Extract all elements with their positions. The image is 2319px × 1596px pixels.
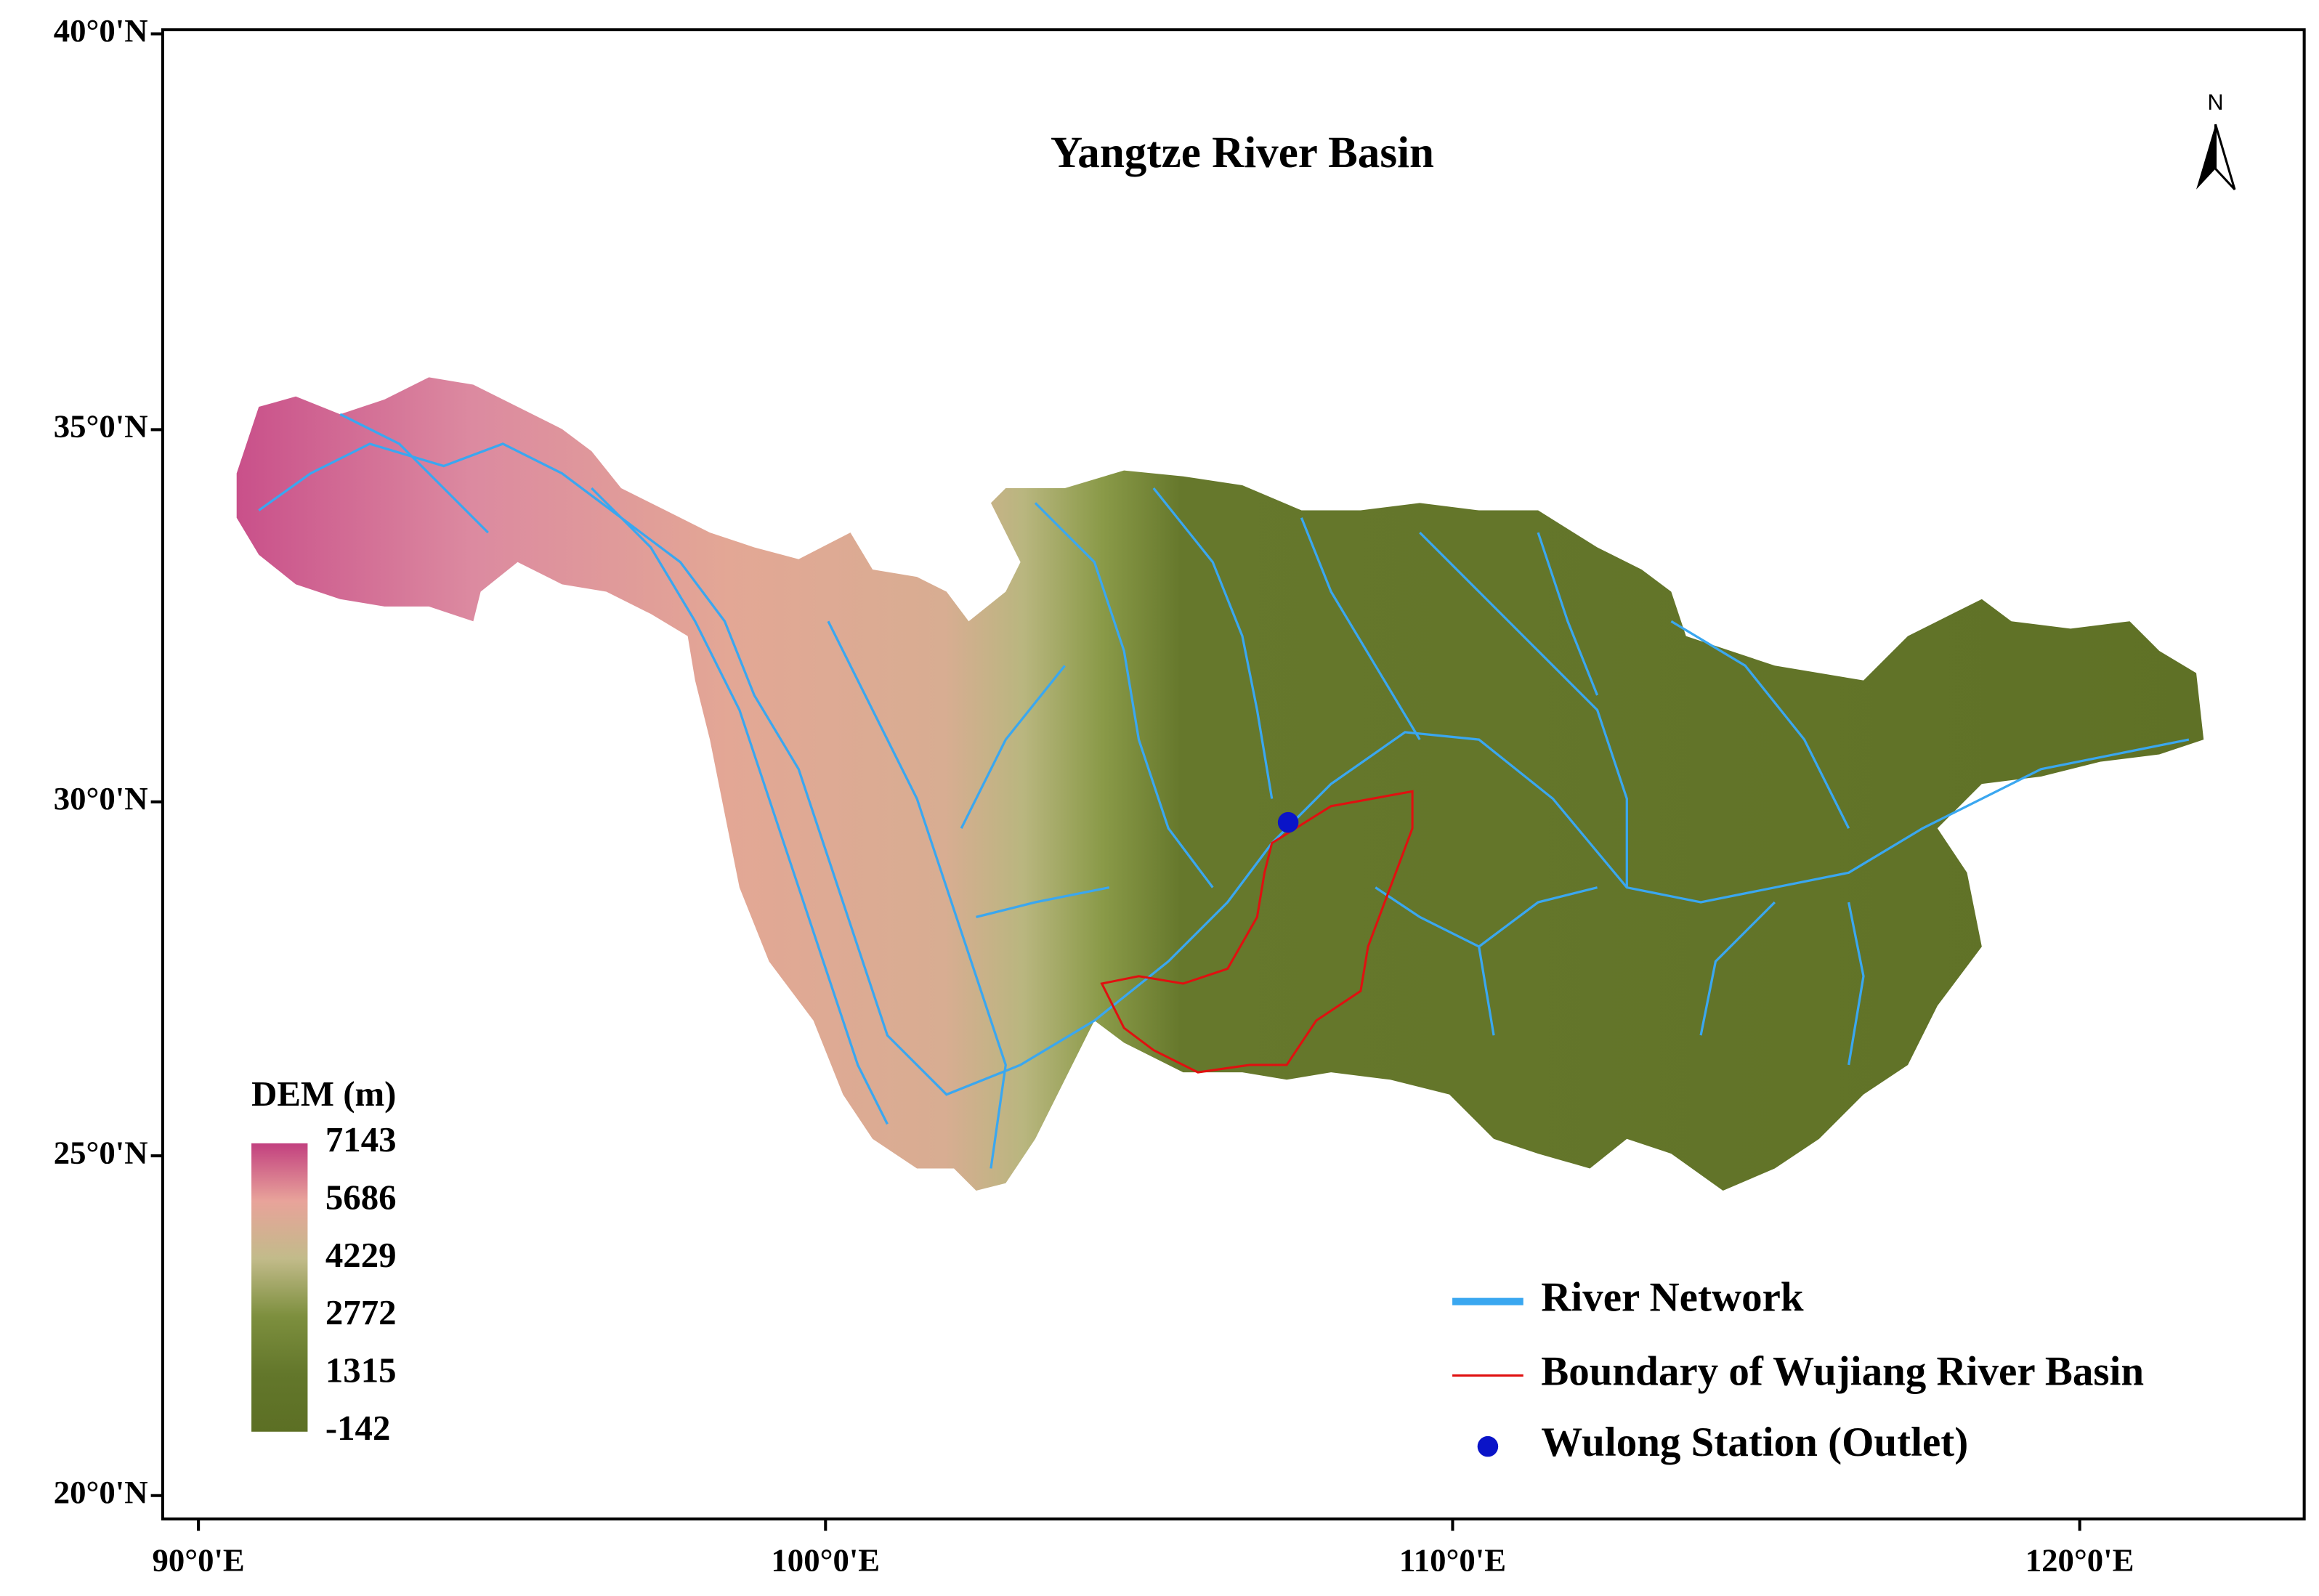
river-network — [258, 413, 2190, 1169]
legend-label: Wulong Station (Outlet) — [1541, 1419, 1968, 1465]
basin-area — [236, 377, 2204, 1191]
map-title: Yangtze River Basin — [1051, 129, 1434, 177]
colorbar-label: 4229 — [325, 1235, 397, 1275]
y-tick-label: 25°0'N — [54, 1134, 148, 1170]
y-tick-label: 40°0'N — [54, 12, 148, 49]
colorbar-label: 5686 — [325, 1177, 397, 1217]
x-tick-label: 90°0'E — [152, 1542, 244, 1578]
colorbar-label: 7143 — [325, 1119, 397, 1159]
legend-swatch — [1477, 1435, 1499, 1457]
north-label: N — [2207, 90, 2223, 115]
colorbar-label: 1315 — [325, 1350, 397, 1390]
y-tick-label: 35°0'N — [54, 408, 148, 445]
colorbar-label: 2772 — [325, 1292, 397, 1332]
y-tick-label: 30°0'N — [54, 780, 148, 817]
legend-label: Boundary of Wujiang River Basin — [1541, 1349, 2144, 1395]
colorbar-label: -142 — [325, 1408, 391, 1448]
wujiang-boundary — [1100, 790, 1414, 1074]
dem-legend-title: DEM (m) — [251, 1074, 396, 1114]
y-tick-label: 20°0'N — [54, 1474, 148, 1510]
dem-colorbar — [251, 1143, 308, 1432]
x-tick-label: 120°0'E — [2025, 1542, 2134, 1578]
legend-label: River Network — [1541, 1275, 1804, 1321]
x-tick-label: 110°0'E — [1399, 1542, 1506, 1578]
wulong-station — [1277, 811, 1299, 833]
x-tick-label: 100°0'E — [771, 1542, 880, 1578]
